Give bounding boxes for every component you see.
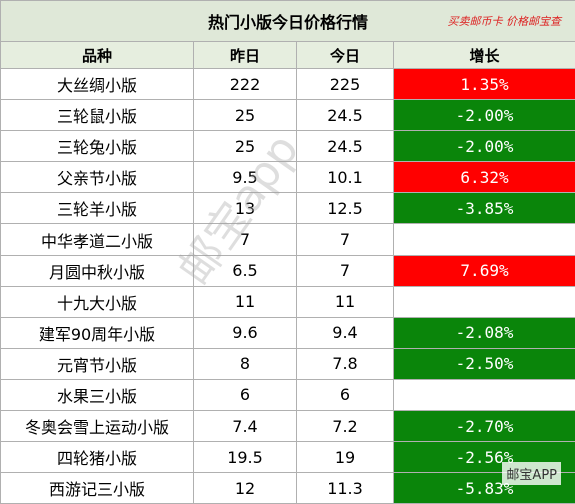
table-cell <box>394 379 575 410</box>
table-cell: 6.5 <box>194 255 297 286</box>
table-cell: 12 <box>194 473 297 504</box>
table-cell: 大丝绸小版 <box>1 69 194 100</box>
table-cell: 19 <box>297 442 394 473</box>
table-cell: 19.5 <box>194 442 297 473</box>
table-cell: 7 <box>194 224 297 255</box>
table-cell: 11 <box>297 286 394 317</box>
table-cell: 三轮兔小版 <box>1 131 194 162</box>
logo: 邮宝APP <box>502 462 561 485</box>
table-cell: 12.5 <box>297 193 394 224</box>
table-cell: 水果三小版 <box>1 379 194 410</box>
table-cell: 25 <box>194 131 297 162</box>
table-cell: 三轮鼠小版 <box>1 100 194 131</box>
table-cell: 222 <box>194 69 297 100</box>
table-cell: 7 <box>297 255 394 286</box>
table-cell: -3.85% <box>394 193 575 224</box>
table-cell: 8 <box>194 348 297 379</box>
table-cell: 6.32% <box>394 162 575 193</box>
table-cell: 冬奥会雪上运动小版 <box>1 411 194 442</box>
table-cell: 24.5 <box>297 131 394 162</box>
table-cell: 9.6 <box>194 317 297 348</box>
table-cell: -2.50% <box>394 348 575 379</box>
table-cell: 中华孝道二小版 <box>1 224 194 255</box>
table-cell <box>394 224 575 255</box>
column-header: 品种 <box>1 42 194 69</box>
table-cell: 建军90周年小版 <box>1 317 194 348</box>
table-cell: 7 <box>297 224 394 255</box>
table-cell: 13 <box>194 193 297 224</box>
table-cell: 月圆中秋小版 <box>1 255 194 286</box>
table-cell: 6 <box>194 379 297 410</box>
table-cell: 7.8 <box>297 348 394 379</box>
slogan: 买卖邮币卡 价格邮宝查 <box>448 13 562 29</box>
table-cell: 西游记三小版 <box>1 473 194 504</box>
table-cell: -2.00% <box>394 131 575 162</box>
table-cell: -2.00% <box>394 100 575 131</box>
table-cell: 9.4 <box>297 317 394 348</box>
column-header: 昨日 <box>194 42 297 69</box>
table-cell: 7.69% <box>394 255 575 286</box>
title: 热门小版今日价格行情 <box>208 13 368 32</box>
table-cell: 父亲节小版 <box>1 162 194 193</box>
table-cell: 11 <box>194 286 297 317</box>
table-cell: 7.2 <box>297 411 394 442</box>
table-cell: 9.5 <box>194 162 297 193</box>
table-cell: 225 <box>297 69 394 100</box>
table-cell: 元宵节小版 <box>1 348 194 379</box>
title-cell: 热门小版今日价格行情 买卖邮币卡 价格邮宝查 <box>1 1 575 42</box>
column-header: 增长 <box>394 42 575 69</box>
table-cell: 25 <box>194 100 297 131</box>
table-cell: 三轮羊小版 <box>1 193 194 224</box>
table-cell: 四轮猪小版 <box>1 442 194 473</box>
table-cell: -2.70% <box>394 411 575 442</box>
table-cell: -2.08% <box>394 317 575 348</box>
table-cell: 24.5 <box>297 100 394 131</box>
header-row: 品种昨日今日增长 <box>1 42 575 69</box>
table-cell: 7.4 <box>194 411 297 442</box>
table-cell: 11.3 <box>297 473 394 504</box>
title-row: 热门小版今日价格行情 买卖邮币卡 价格邮宝查 <box>1 1 575 42</box>
column-header: 今日 <box>297 42 394 69</box>
table-cell <box>394 286 575 317</box>
table-cell: 6 <box>297 379 394 410</box>
table-cell: 10.1 <box>297 162 394 193</box>
table-cell: 十九大小版 <box>1 286 194 317</box>
table-cell: 1.35% <box>394 69 575 100</box>
